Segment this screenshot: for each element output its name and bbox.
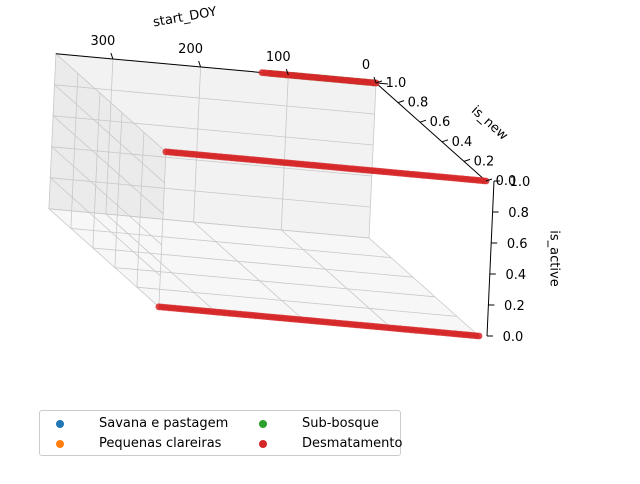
grid-lines: [47, 53, 480, 337]
y-tick-label: 0.0: [496, 174, 517, 189]
y-axis-line: [375, 82, 487, 182]
z-tick-label: 1.0: [510, 175, 531, 190]
grid-line-z: [49, 177, 371, 277]
x-tick-label: 100: [266, 50, 291, 65]
x-tick: [285, 68, 289, 76]
grid-line-z: [51, 115, 374, 215]
data-point: [155, 303, 163, 311]
x-tick: [373, 76, 377, 84]
z-axis-label: is_active: [547, 230, 562, 286]
z-tick-label: 0.0: [503, 330, 524, 345]
data-point: [258, 69, 266, 76]
legend-label: Pequenas clareiras: [99, 436, 222, 451]
y-tick-label: 0.8: [408, 96, 429, 111]
y-tick: [485, 178, 493, 182]
legend-marker: [259, 420, 267, 428]
tick-labels: 01002003000.00.20.40.60.81.00.00.20.40.6…: [90, 34, 530, 345]
grid-line-z: [47, 208, 370, 308]
data-points: [155, 69, 490, 340]
y-tick-label: 1.0: [386, 76, 407, 91]
legend-label: Sub-bosque: [302, 416, 379, 431]
x-axis-label: start_DOY: [152, 4, 218, 30]
x-tick: [110, 52, 114, 60]
y-tick: [463, 158, 471, 162]
grid-line-z: [53, 84, 375, 184]
y-tick: [397, 100, 405, 104]
z-tick-label: 0.8: [508, 206, 529, 221]
y-tick-label: 0.2: [474, 154, 495, 169]
legend-label: Desmatamento: [302, 436, 403, 451]
x-tick-label: 0: [362, 58, 370, 73]
x-tick: [198, 60, 202, 68]
x-tick-label: 300: [90, 34, 115, 49]
legend-label: Savana e pastagem: [99, 416, 229, 431]
series-desmatamento: [155, 69, 490, 340]
x-tick-label: 200: [178, 42, 203, 57]
y-tick: [441, 139, 449, 143]
y-tick: [375, 80, 383, 84]
data-point: [162, 148, 170, 156]
z-tick-label: 0.2: [504, 299, 525, 314]
y-tick: [419, 119, 427, 123]
z-axis-line: [486, 180, 495, 337]
y-axis-label: is_new: [468, 103, 511, 144]
y-tick-label: 0.4: [452, 135, 473, 150]
z-tick-label: 0.4: [505, 268, 526, 283]
legend-marker: [259, 440, 267, 448]
legend-marker: [56, 420, 64, 428]
y-tick-label: 0.6: [430, 115, 451, 130]
legend: Savana e pastagem Pequenas clareiras Sub…: [39, 410, 403, 456]
grid-line-z: [50, 146, 372, 246]
z-tick-label: 0.6: [507, 237, 528, 252]
legend-marker: [56, 440, 64, 448]
